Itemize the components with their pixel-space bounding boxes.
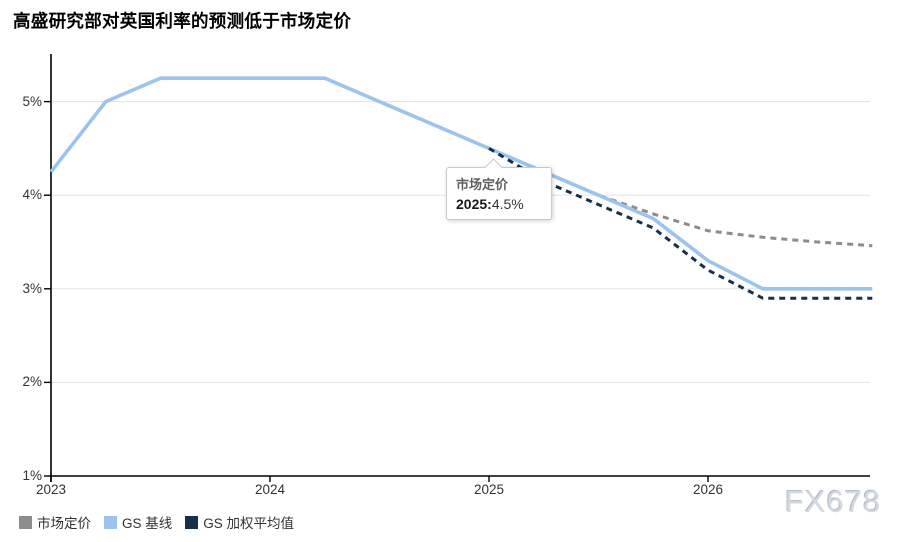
page-title: 高盛研究部对英国利率的预测低于市场定价 xyxy=(13,11,352,31)
legend-item-gs-weighted-average[interactable]: GS 加权平均值 xyxy=(185,512,294,532)
y-axis-tick-label: 5% xyxy=(22,93,42,109)
y-axis-tick-label: 3% xyxy=(22,280,42,296)
x-axis-tick-label: 2023 xyxy=(35,482,67,497)
x-axis-tick-label: 2025 xyxy=(473,482,505,497)
legend-label: GS 基线 xyxy=(122,516,173,531)
y-axis-tick-label: 4% xyxy=(22,187,42,203)
legend-swatch-icon xyxy=(185,515,199,529)
legend-swatch-icon xyxy=(19,515,32,529)
series-line-gs-baseline[interactable] xyxy=(49,76,873,291)
tooltip-x-value: 2025: xyxy=(456,196,492,212)
y-axis-tick-label: 1% xyxy=(22,468,42,483)
tooltip-value-line: 2025:4.5% xyxy=(456,196,542,212)
legend-label: GS 加权平均值 xyxy=(203,516,295,531)
legend-item-market-pricing[interactable]: 市场定价 xyxy=(19,512,91,532)
tooltip-series-name: 市场定价 xyxy=(456,177,509,192)
legend-item-gs-baseline[interactable]: GS 基线 xyxy=(104,512,172,532)
x-axis-tick-label: 2024 xyxy=(254,482,286,497)
chart-tooltip: 市场定价 2025:4.5% xyxy=(446,158,552,220)
x-axis-tick-label: 2026 xyxy=(692,482,724,497)
fx678-watermark: FX678 xyxy=(785,484,882,519)
y-axis-tick-label: 2% xyxy=(22,374,42,390)
chart-legend: 市场定价 GS 基线 GS 加权平均值 xyxy=(19,512,294,532)
legend-label: 市场定价 xyxy=(37,516,91,531)
legend-swatch-icon xyxy=(104,515,117,529)
tooltip-y-value: 4.5% xyxy=(491,196,524,212)
